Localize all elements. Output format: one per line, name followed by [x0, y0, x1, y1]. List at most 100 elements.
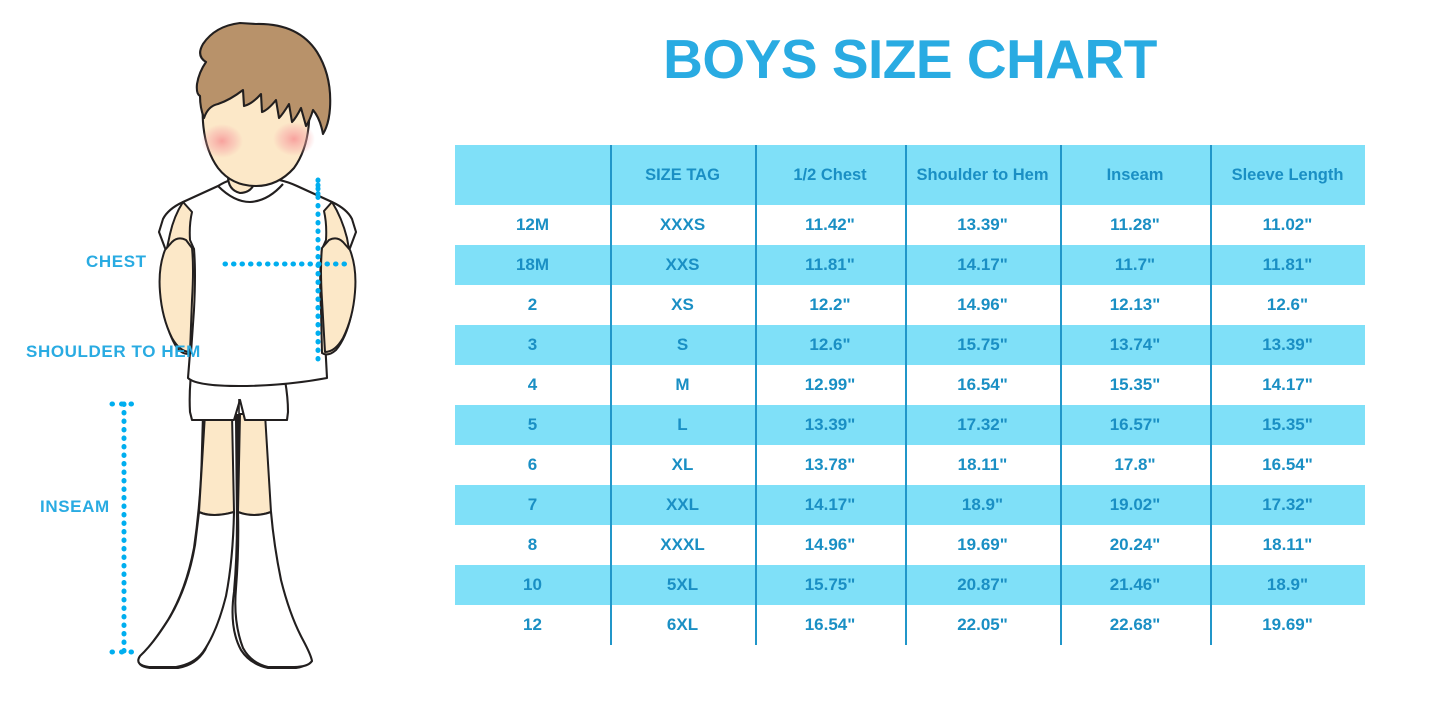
table-cell-sleeve-length: 19.69": [1210, 605, 1365, 645]
table-cell-shoulder-to-hem: 16.54": [905, 365, 1060, 405]
tshirt-collar: [217, 183, 284, 204]
left-cheek: [201, 124, 243, 158]
column-divider-4: [1060, 145, 1062, 645]
left-hand-on-hip: [158, 237, 194, 353]
table-cell-half-chest: 11.42": [755, 205, 905, 245]
table-cell-inseam: 16.57": [1060, 405, 1210, 445]
table-cell-size: 2: [455, 285, 610, 325]
table-cell-size-tag: XXXL: [610, 525, 755, 565]
table-row: 18M XXS 11.81" 14.17" 11.7" 11.81": [455, 245, 1365, 285]
column-divider-3: [905, 145, 907, 645]
table-cell-inseam: 15.35": [1060, 365, 1210, 405]
table-cell-sleeve-length: 12.6": [1210, 285, 1365, 325]
size-chart-panel: BOYS SIZE CHART SIZE TAG 1/2 Chest Shoul…: [455, 0, 1445, 723]
table-cell-size: 10: [455, 565, 610, 605]
table-cell-shoulder-to-hem: 18.11": [905, 445, 1060, 485]
table-cell-half-chest: 13.39": [755, 405, 905, 445]
column-header-half-chest: 1/2 Chest: [755, 145, 905, 205]
column-header-size-tag: SIZE TAG: [610, 145, 755, 205]
table-cell-size-tag: 5XL: [610, 565, 755, 605]
column-header-inseam: Inseam: [1060, 145, 1210, 205]
table-row: 8 XXXL 14.96" 19.69" 20.24" 18.11": [455, 525, 1365, 565]
table-cell-sleeve-length: 16.54": [1210, 445, 1365, 485]
right-cheek: [273, 122, 315, 156]
table-cell-sleeve-length: 18.11": [1210, 525, 1365, 565]
table-row: 2 XS 12.2" 14.96" 12.13" 12.6": [455, 285, 1365, 325]
table-cell-sleeve-length: 15.35": [1210, 405, 1365, 445]
table-cell-sleeve-length: 14.17": [1210, 365, 1365, 405]
table-row: 12M XXXS 11.42" 13.39" 11.28" 11.02": [455, 205, 1365, 245]
measurement-lines: [109, 177, 353, 655]
table-cell-half-chest: 12.2": [755, 285, 905, 325]
table-cell-inseam: 17.8": [1060, 445, 1210, 485]
shoulder-to-hem-measure-label: SHOULDER TO HEM: [26, 342, 201, 361]
illustration-panel: CHEST SHOULDER TO HEM INSEAM: [0, 0, 455, 723]
column-header-shoulder-to-hem: Shoulder to Hem: [905, 145, 1060, 205]
table-cell-shoulder-to-hem: 14.17": [905, 245, 1060, 285]
table-cell-sleeve-length: 17.32": [1210, 485, 1365, 525]
table-cell-half-chest: 12.6": [755, 325, 905, 365]
size-table-head: SIZE TAG 1/2 Chest Shoulder to Hem Insea…: [455, 145, 1365, 205]
chest-measure-label: CHEST: [86, 252, 147, 271]
page-title: BOYS SIZE CHART: [663, 28, 1157, 90]
table-cell-sleeve-length: 18.9": [1210, 565, 1365, 605]
table-cell-size: 5: [455, 405, 610, 445]
right-thigh-block: [236, 413, 273, 516]
table-cell-shoulder-to-hem: 20.87": [905, 565, 1060, 605]
tshirt-body: [157, 176, 358, 388]
left-sock-shoe: [137, 510, 236, 669]
table-cell-size-tag: XS: [610, 285, 755, 325]
table-row: 3 S 12.6" 15.75" 13.74" 13.39": [455, 325, 1365, 365]
table-cell-size: 18M: [455, 245, 610, 285]
table-cell-size: 12: [455, 605, 610, 645]
table-cell-size: 6: [455, 445, 610, 485]
table-cell-inseam: 11.7": [1060, 245, 1210, 285]
table-row: 10 5XL 15.75" 20.87" 21.46" 18.9": [455, 565, 1365, 605]
column-divider-5: [1210, 145, 1212, 645]
table-cell-inseam: 19.02": [1060, 485, 1210, 525]
table-row: 6 XL 13.78" 18.11" 17.8" 16.54": [455, 445, 1365, 485]
column-header-size: [455, 145, 610, 205]
inseam-measure-label: INSEAM: [40, 497, 110, 516]
table-cell-sleeve-length: 13.39": [1210, 325, 1365, 365]
table-cell-shoulder-to-hem: 14.96": [905, 285, 1060, 325]
table-cell-size-tag: 6XL: [610, 605, 755, 645]
table-cell-shoulder-to-hem: 18.9": [905, 485, 1060, 525]
table-row: 7 XXL 14.17" 18.9" 19.02" 17.32": [455, 485, 1365, 525]
table-cell-shoulder-to-hem: 22.05": [905, 605, 1060, 645]
table-cell-shoulder-to-hem: 17.32": [905, 405, 1060, 445]
table-cell-inseam: 22.68": [1060, 605, 1210, 645]
boy-figure-illustration: [109, 21, 358, 670]
table-cell-sleeve-length: 11.81": [1210, 245, 1365, 285]
size-table-container: SIZE TAG 1/2 Chest Shoulder to Hem Insea…: [455, 145, 1365, 645]
table-cell-inseam: 13.74": [1060, 325, 1210, 365]
table-cell-inseam: 11.28": [1060, 205, 1210, 245]
right-sock-shoe: [234, 510, 314, 669]
table-row: 5 L 13.39" 17.32" 16.57" 15.35": [455, 405, 1365, 445]
table-cell-half-chest: 12.99": [755, 365, 905, 405]
table-cell-size-tag: M: [610, 365, 755, 405]
table-cell-sleeve-length: 11.02": [1210, 205, 1365, 245]
table-cell-size-tag: XL: [610, 445, 755, 485]
table-cell-half-chest: 11.81": [755, 245, 905, 285]
table-cell-shoulder-to-hem: 19.69": [905, 525, 1060, 565]
table-row: 12 6XL 16.54" 22.05" 22.68" 19.69": [455, 605, 1365, 645]
table-cell-half-chest: 13.78": [755, 445, 905, 485]
table-cell-size: 8: [455, 525, 610, 565]
right-hand-on-hip: [320, 237, 357, 353]
table-cell-size: 12M: [455, 205, 610, 245]
table-cell-size-tag: S: [610, 325, 755, 365]
table-cell-inseam: 20.24": [1060, 525, 1210, 565]
table-cell-shoulder-to-hem: 15.75": [905, 325, 1060, 365]
column-header-sleeve-length: Sleeve Length: [1210, 145, 1365, 205]
table-cell-half-chest: 16.54": [755, 605, 905, 645]
table-cell-inseam: 21.46": [1060, 565, 1210, 605]
table-cell-size-tag: XXXS: [610, 205, 755, 245]
table-cell-size-tag: L: [610, 405, 755, 445]
table-cell-half-chest: 14.96": [755, 525, 905, 565]
table-cell-half-chest: 14.17": [755, 485, 905, 525]
table-cell-size: 7: [455, 485, 610, 525]
size-table: SIZE TAG 1/2 Chest Shoulder to Hem Insea…: [455, 145, 1365, 645]
size-table-body: 12M XXXS 11.42" 13.39" 11.28" 11.02" 18M XXS 11.…: [455, 205, 1365, 645]
table-cell-size: 4: [455, 365, 610, 405]
